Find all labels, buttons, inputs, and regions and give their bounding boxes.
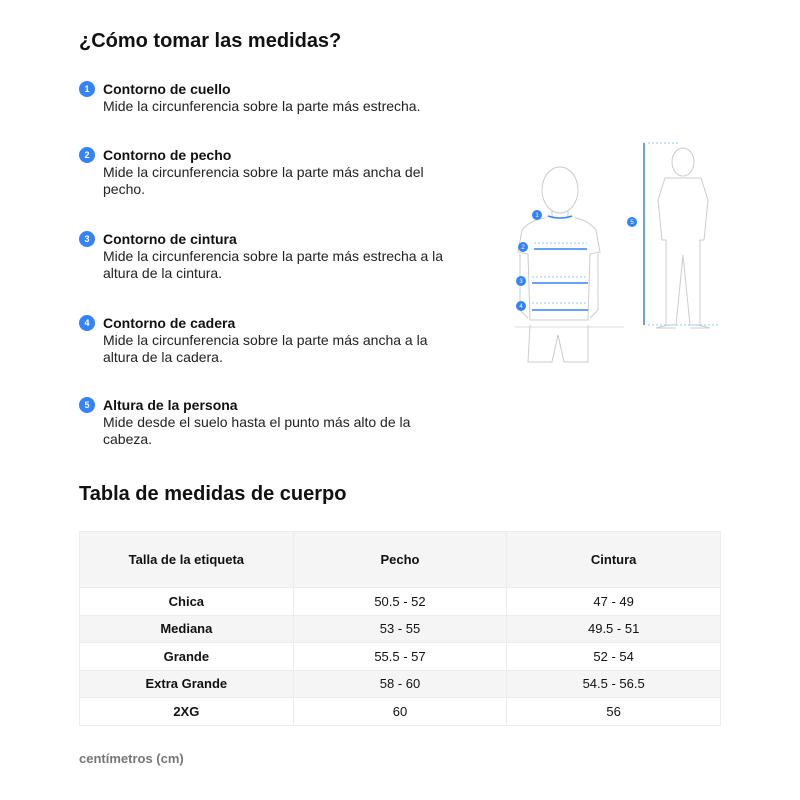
chest-cell: 53 - 55: [292, 614, 508, 643]
step-desc: Mide desde el suelo hasta el punto más a…: [103, 414, 411, 447]
table-title: Tabla de medidas de cuerpo: [79, 483, 347, 505]
table-row: Extra Grande 58 - 60 54.5 - 56.5: [79, 669, 721, 698]
marker-label: 2: [521, 245, 525, 251]
marker-1: [532, 210, 542, 220]
step-badge: 3: [79, 231, 95, 247]
marker-label: 5: [630, 220, 634, 226]
size-cell: Extra Grande: [79, 669, 294, 698]
chest-cell: 55.5 - 57: [292, 642, 508, 671]
header-waist: Cintura: [506, 531, 721, 588]
guide-title: ¿Cómo tomar las medidas?: [79, 30, 342, 52]
front-figure-full: [655, 147, 711, 329]
size-table: Talla de la etiqueta Pecho Cintura Chica…: [79, 531, 721, 726]
table-row: Mediana 53 - 55 49.5 - 51: [79, 614, 721, 643]
marker-label: 4: [519, 304, 523, 310]
waist-cell: 47 - 49: [506, 587, 721, 616]
step-neck: 1 Contorno de cuello Mide la circunferenci…: [79, 80, 449, 115]
table-row: Grande 55.5 - 57 52 - 54: [79, 642, 721, 671]
table-header-row: Talla de la etiqueta Pecho Cintura: [79, 531, 721, 588]
header-size: Talla de la etiqueta: [79, 531, 294, 588]
size-cell: Mediana: [79, 614, 294, 643]
marker-label: 3: [519, 279, 523, 285]
table-row: Chica 50.5 - 52 47 - 49: [79, 587, 721, 616]
waist-cell: 52 - 54: [506, 642, 721, 671]
step-chest: 2 Contorno de pecho Mide la circunferencia…: [79, 146, 449, 198]
step-badge: 1: [79, 81, 95, 97]
step-desc: Mide la circunferencia sobre la parte má…: [103, 164, 424, 197]
marker-4: [516, 301, 526, 311]
front-figure-close: [517, 166, 601, 363]
step-title: Altura de la persona: [103, 397, 238, 413]
step-badge: 5: [79, 397, 95, 413]
marker-label: 1: [535, 213, 539, 219]
unit-note: centímetros (cm): [79, 751, 184, 766]
step-height: 5 Altura de la persona Mide desde el suelo…: [79, 396, 449, 448]
marker-3: [516, 276, 526, 286]
step-badge: 4: [79, 315, 95, 331]
step-hip: 4 Contorno de cadera Mide la circunferenci…: [79, 314, 449, 366]
step-title: Contorno de cintura: [103, 231, 237, 247]
step-title: Contorno de cuello: [103, 81, 231, 97]
header-chest: Pecho: [292, 531, 508, 588]
waist-cell: 49.5 - 51: [506, 614, 721, 643]
step-desc: Mide la circunferencia sobre la parte má…: [103, 248, 444, 281]
chest-cell: 60: [292, 697, 508, 726]
size-cell: 2XG: [79, 697, 294, 726]
table-row: 2XG 60 56: [79, 697, 721, 726]
waist-cell: 56: [506, 697, 721, 726]
waist-cell: 54.5 - 56.5: [506, 669, 721, 698]
step-desc: Mide la circunferencia sobre la parte má…: [103, 98, 421, 114]
size-cell: Chica: [79, 587, 294, 616]
size-cell: Grande: [79, 642, 294, 671]
measurement-illustration: 1 2 3 4 5: [515, 142, 720, 363]
step-title: Contorno de pecho: [103, 147, 232, 163]
chest-cell: 50.5 - 52: [292, 587, 508, 616]
marker-5: [627, 217, 637, 227]
chest-cell: 58 - 60: [292, 669, 508, 698]
step-title: Contorno de cadera: [103, 315, 236, 331]
step-badge: 2: [79, 147, 95, 163]
marker-2: [518, 242, 528, 252]
step-waist: 3 Contorno de cintura Mide la circunferenc…: [79, 230, 449, 282]
step-desc: Mide la circunferencia sobre la parte má…: [103, 332, 428, 365]
